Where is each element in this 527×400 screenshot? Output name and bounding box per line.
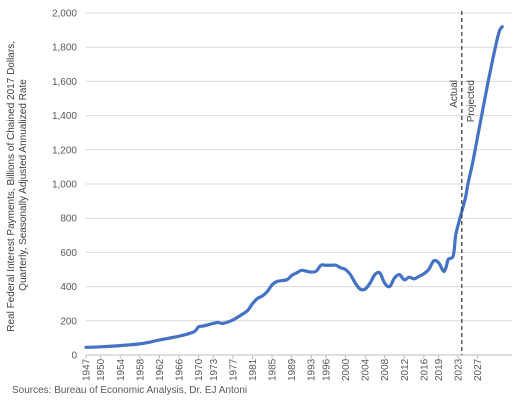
y-tick-label: 2,000 bbox=[52, 9, 77, 20]
y-axis-label-line-1: Real Federal Interest Payments, Billions… bbox=[6, 41, 17, 332]
x-tick-label: 2019 bbox=[434, 358, 445, 381]
x-tick-label: 2016 bbox=[419, 358, 430, 381]
y-tick-label: 1,000 bbox=[52, 180, 77, 191]
gridlines bbox=[86, 12, 512, 322]
y-tick-label: 800 bbox=[60, 214, 77, 225]
x-tick-label: 1958 bbox=[135, 358, 146, 381]
y-tick-label: 0 bbox=[71, 351, 77, 362]
source-note: Sources: Bureau of Economic Analysis, Dr… bbox=[12, 385, 247, 396]
x-tick-label: 1966 bbox=[175, 358, 186, 381]
x-tick-label: 2004 bbox=[361, 358, 372, 381]
x-tick-label: 1985 bbox=[268, 358, 279, 381]
y-tick-label: 1,600 bbox=[52, 77, 77, 88]
actual-projected-marker: Actual Projected bbox=[449, 11, 477, 355]
y-tick-label: 200 bbox=[60, 316, 77, 327]
x-tick-label: 1989 bbox=[287, 358, 298, 381]
series-line bbox=[84, 25, 504, 349]
x-tick-label: 1973 bbox=[209, 358, 220, 381]
x-tick-label: 1977 bbox=[228, 358, 239, 381]
series-layer bbox=[84, 25, 504, 349]
projected-label: Projected bbox=[466, 80, 477, 122]
x-tick-label: 2000 bbox=[341, 358, 352, 381]
y-axis-label-line-2: Quarterly, Seasonally Adjusted Annualize… bbox=[18, 79, 29, 291]
y-tick-label: 600 bbox=[60, 248, 77, 259]
y-axis-label: Real Federal Interest Payments, Billions… bbox=[6, 38, 29, 331]
x-tick-labels: 1947 1950 1954 1958 1962 1966 1970 1973 1977 1981… bbox=[82, 355, 484, 381]
x-tick-label: 1996 bbox=[321, 358, 332, 381]
x-tick-label: 1981 bbox=[248, 358, 259, 381]
x-tick-label: 1954 bbox=[116, 358, 127, 381]
x-tick-label: 1970 bbox=[194, 358, 205, 381]
y-tick-label: 1,400 bbox=[52, 111, 77, 122]
x-tick-label: 1947 bbox=[82, 358, 93, 381]
x-tick-label: 1993 bbox=[307, 358, 318, 381]
x-tick-label: 2027 bbox=[473, 358, 484, 381]
y-tick-label: 1,800 bbox=[52, 43, 77, 54]
actual-label: Actual bbox=[449, 80, 460, 108]
x-tick-label: 1950 bbox=[96, 358, 107, 381]
y-tick-label: 400 bbox=[60, 282, 77, 293]
x-tick-label: 2023 bbox=[454, 358, 465, 381]
y-tick-labels: 0 200 400 600 800 1,000 1,200 1,400 1,600 1,800 2,… bbox=[52, 9, 77, 362]
x-tick-label: 2008 bbox=[380, 358, 391, 381]
y-tick-label: 1,200 bbox=[52, 145, 77, 156]
x-tick-label: 1962 bbox=[155, 358, 166, 381]
x-tick-label: 2012 bbox=[400, 358, 411, 381]
